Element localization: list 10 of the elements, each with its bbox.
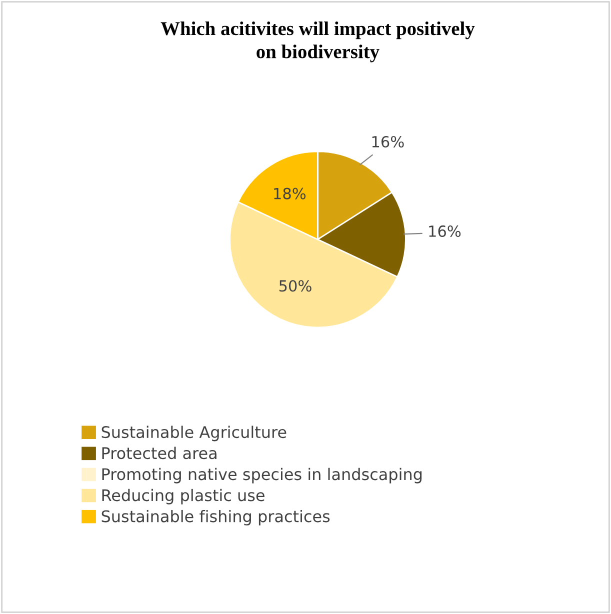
data-label: 18% [274,188,306,200]
chart-title: Which acitivites will impact positively on biodiversity [160,21,475,62]
legend-label: Sustainable Agriculture [102,426,286,442]
legend-label: Reducing plastic use [102,488,264,504]
legend-label: Sustainable fishing practices [102,510,330,526]
data-label: 50% [279,280,312,292]
data-label: 16% [429,225,461,237]
legend-label: Promoting native species in landscaping [102,468,422,484]
legend-label: Protected area [102,446,216,460]
data-label: 16% [372,136,404,148]
